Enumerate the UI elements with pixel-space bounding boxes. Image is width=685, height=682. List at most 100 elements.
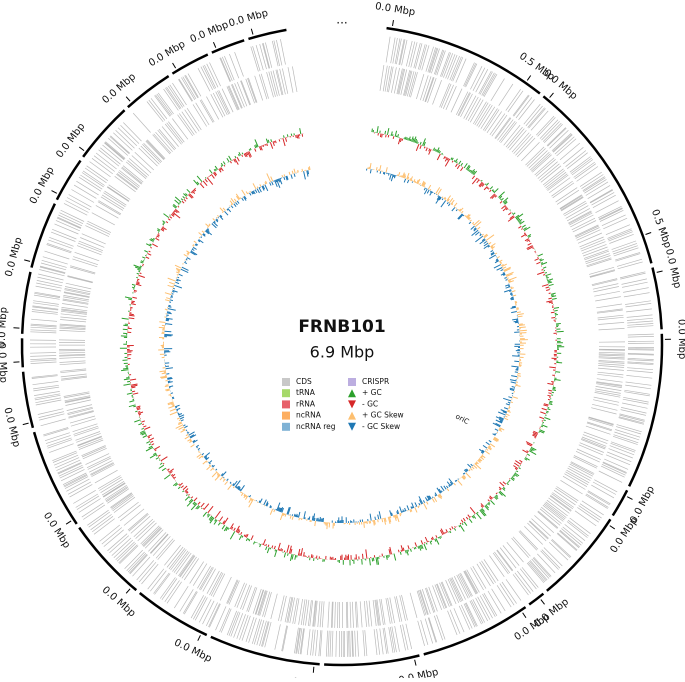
gene-ring (524, 104, 643, 269)
axis-tick (52, 191, 57, 194)
contig-arc (22, 272, 30, 334)
gc-track (481, 460, 522, 507)
gc-track (198, 215, 223, 243)
gene-ring (410, 556, 504, 618)
gc-track (167, 469, 209, 510)
axis-tick (541, 600, 545, 605)
axis-tick (610, 526, 615, 529)
segment-label: 0.0 Mbp (189, 20, 230, 46)
segment-label: 0.0 Mbp (676, 319, 685, 360)
gc-track (135, 404, 167, 465)
gene-ring (527, 501, 604, 583)
legend-label: + GC Skew (362, 411, 404, 420)
contig-arc (140, 593, 207, 635)
gene-ring (153, 108, 202, 154)
contig-arc (248, 30, 286, 39)
legend-label: + GC (362, 388, 382, 397)
contig-arc (324, 655, 419, 665)
gc-track (121, 297, 132, 338)
segment-label: 0.0 Mbp (228, 8, 270, 30)
gc-track (196, 445, 228, 481)
gene-ring (328, 595, 408, 628)
gc-track (270, 503, 324, 522)
gc-track (480, 465, 521, 516)
gc-track (200, 165, 225, 188)
contig-arc (34, 432, 77, 524)
gene-ring (70, 416, 129, 503)
gc-track (162, 468, 202, 510)
gc-track (535, 338, 564, 440)
gc-track (132, 251, 148, 294)
segment-label: 0.5 Mbp (649, 208, 673, 250)
axis-tick (393, 20, 394, 26)
gene-ring (326, 624, 411, 657)
gc-track (368, 163, 454, 205)
gc-track (169, 267, 188, 302)
segment-label: 0.0 Mbp (513, 611, 553, 643)
contig-arc (387, 28, 540, 93)
gene-ring (586, 480, 618, 509)
gc-track (455, 440, 491, 481)
gc-track (160, 361, 170, 391)
legend-swatch (348, 400, 356, 408)
gene-ring (259, 66, 297, 99)
contig-arc (23, 372, 33, 428)
gc-track (452, 207, 514, 299)
gene-ring (59, 283, 91, 332)
gc-track (458, 444, 495, 486)
legend-swatch (282, 400, 290, 408)
gc-track (388, 491, 443, 524)
gene-ring (599, 334, 654, 482)
axis-tick (24, 260, 30, 262)
gene-ring (30, 340, 57, 364)
gc-track (333, 518, 386, 529)
segment-label: 0.0 Mbp (398, 667, 440, 678)
gc-track (150, 222, 168, 249)
segment-label: 0.0 Mbp (41, 511, 72, 551)
segment-label: 0.0 Mbp (28, 165, 57, 206)
gc-track (127, 297, 136, 332)
gc-track (194, 162, 226, 186)
gc-track (127, 346, 134, 359)
gene-ring (227, 580, 325, 628)
gene-ring (92, 185, 130, 225)
contig-arc (22, 338, 23, 367)
legend-swatch (348, 389, 356, 397)
axis-tick (251, 29, 253, 35)
gc-track (511, 306, 520, 335)
contig-arc (652, 268, 661, 330)
segment-label: 0.0 Mbp (100, 585, 138, 620)
gene-ring (561, 462, 595, 494)
gc-track (230, 151, 251, 164)
gc-track (228, 485, 265, 508)
gene-ring (60, 369, 94, 418)
gene-ring (32, 375, 66, 426)
gc-track (158, 342, 164, 357)
gc-track (120, 342, 128, 361)
gc-track (225, 196, 247, 215)
gc-track (129, 405, 164, 469)
segment-label: 0.0 Mbp (1, 406, 21, 448)
gene-ring (216, 606, 323, 656)
gene-ring (148, 569, 221, 628)
contig-arc (211, 637, 320, 664)
contig-arc (57, 161, 81, 200)
legend-label: ncRNA (296, 411, 322, 420)
gc-track (164, 189, 191, 217)
ellipsis: ... (336, 13, 347, 27)
axis-tick (23, 423, 29, 424)
legend-swatch (282, 389, 290, 397)
gene-ring (67, 221, 111, 283)
legend-swatch (282, 423, 290, 431)
gene-ring (573, 342, 625, 468)
contig-arc (529, 594, 543, 605)
gc-track (254, 542, 325, 562)
segment-label: 0.0 Mbp (0, 307, 10, 348)
gene-ring (59, 340, 86, 365)
legend-swatch (282, 378, 290, 386)
gene-ring (39, 210, 84, 276)
gc-track (262, 539, 327, 559)
contig-arc (32, 204, 55, 268)
gc-track (270, 509, 329, 530)
legend-label: - GC Skew (362, 422, 400, 431)
